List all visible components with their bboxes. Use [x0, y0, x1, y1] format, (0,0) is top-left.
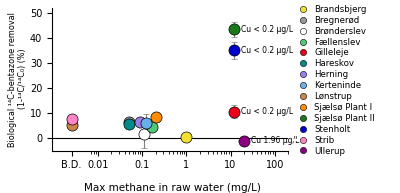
Text: Cu < 0.2 μg/L: Cu < 0.2 μg/L	[241, 107, 293, 116]
Text: Cu < 0.2 μg/L: Cu < 0.2 μg/L	[241, 25, 293, 34]
Text: Cu < 0.2 μg/L: Cu < 0.2 μg/L	[241, 46, 293, 55]
Text: Cu 1.96 μg/L: Cu 1.96 μg/L	[251, 136, 299, 145]
Legend: Brandsbjerg, Bregnerød, Brønderslev, Fællenslev, Gilleleje, Hareskov, Herning, K: Brandsbjerg, Bregnerød, Brønderslev, Fæl…	[294, 5, 375, 156]
Text: Max methane in raw water (mg/L): Max methane in raw water (mg/L)	[84, 183, 260, 193]
Y-axis label: Biological ¹⁴C-bentazone removal
(1-¹⁴C/¹⁴C₀) (%): Biological ¹⁴C-bentazone removal (1-¹⁴C/…	[8, 12, 27, 146]
